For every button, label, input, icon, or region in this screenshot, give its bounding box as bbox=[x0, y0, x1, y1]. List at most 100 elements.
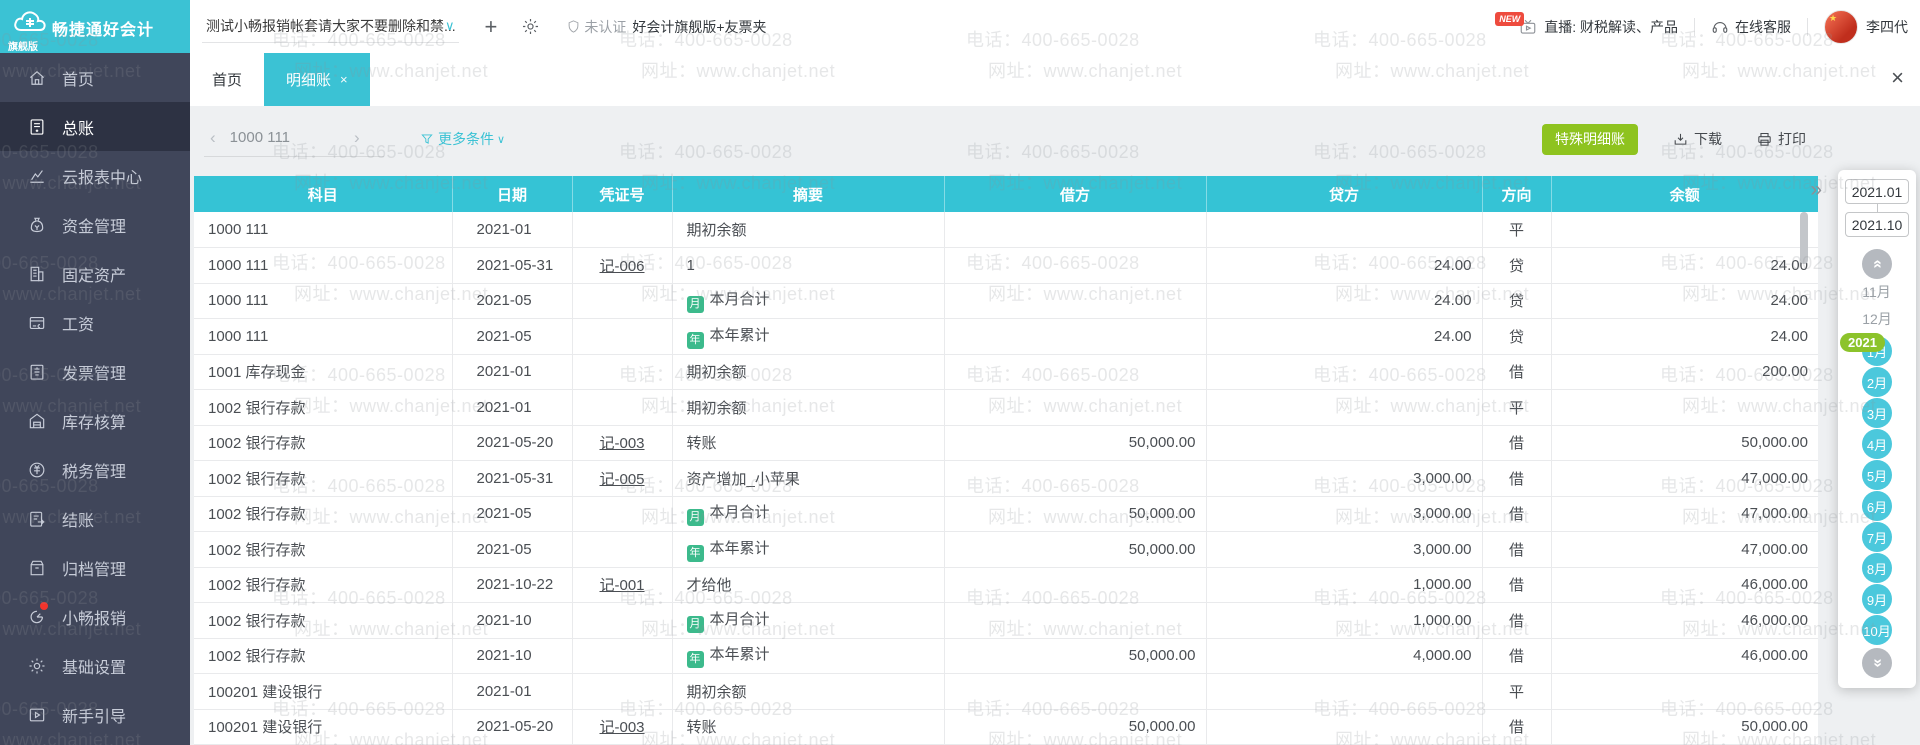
tab-detail-ledger[interactable]: 明细账 × bbox=[264, 53, 370, 106]
detail-ledger-table: 科目 日期 凭证号 摘要 借方 贷方 方向 余额 1000 111 2021-01 期初余额平 10… bbox=[194, 176, 1818, 745]
year-calendar-icon: 年 bbox=[686, 331, 704, 349]
general-ledger-icon bbox=[26, 116, 48, 138]
direction-cell: 平 bbox=[1482, 389, 1552, 426]
live-broadcast-link[interactable]: 直播: 财税解读、产品 bbox=[1518, 17, 1678, 37]
date-cell: 2021-05 bbox=[452, 496, 573, 532]
month-circle-5月[interactable]: 5月 bbox=[1862, 460, 1892, 490]
voucher-link[interactable]: 记-006 bbox=[572, 247, 673, 284]
live-label: 直播: 财税解读、产品 bbox=[1544, 18, 1678, 35]
table-row: 1002 银行存款 2021-01 期初余额 平 bbox=[194, 389, 1818, 426]
notification-dot bbox=[40, 602, 48, 610]
direction-cell: 借 bbox=[1482, 425, 1552, 461]
sidebar-item-archive[interactable]: 归档管理 bbox=[0, 543, 190, 592]
voucher-link[interactable]: 记-005 bbox=[572, 460, 673, 497]
app-logo: 畅捷通好会计 旗舰版 bbox=[0, 0, 190, 53]
closing-icon bbox=[26, 508, 48, 530]
balance-cell: 47,000.00 bbox=[1551, 460, 1818, 497]
year-calendar-icon: 年 bbox=[686, 544, 704, 562]
month-circle-8月[interactable]: 8月 bbox=[1862, 553, 1892, 583]
voucher-link bbox=[572, 496, 673, 532]
subject-pager: ‹ 1000 111 › bbox=[204, 122, 384, 157]
settings-gear-icon[interactable] bbox=[521, 17, 540, 36]
avatar[interactable] bbox=[1824, 9, 1858, 44]
period-from-input[interactable]: 2021.01 bbox=[1845, 179, 1909, 204]
voucher-link[interactable]: 记-001 bbox=[572, 567, 673, 603]
sidebar-item-reimburse[interactable]: 小畅报销 bbox=[0, 592, 190, 641]
prev-year-month[interactable]: 11月 bbox=[1862, 284, 1891, 300]
tab-home[interactable]: 首页 bbox=[190, 53, 264, 106]
sidebar-item-salary[interactable]: 工资 bbox=[0, 298, 190, 347]
sidebar-item-closing[interactable]: 结账 bbox=[0, 494, 190, 543]
special-ledger-button[interactable]: 特殊明细账 bbox=[1542, 123, 1638, 155]
prev-subject-icon[interactable]: ‹ bbox=[210, 127, 216, 147]
subject-cell: 1000 111 bbox=[194, 318, 453, 355]
voucher-link[interactable]: 记-003 bbox=[572, 709, 673, 745]
more-filters-button[interactable]: 更多条件 ∨ bbox=[420, 129, 505, 149]
table-row: 1001 库存现金 2021-01 期初余额 借 200.00 bbox=[194, 354, 1818, 390]
credit-cell: 24.00 bbox=[1206, 283, 1483, 319]
direction-cell: 贷 bbox=[1482, 318, 1552, 355]
sidebar-item-invoice[interactable]: 发票管理 bbox=[0, 347, 190, 396]
collapse-panel-icon[interactable]: » bbox=[1810, 178, 1822, 201]
sidebar-item-inventory[interactable]: 库存核算 bbox=[0, 396, 190, 445]
scroll-months-up-icon[interactable]: » bbox=[1862, 249, 1892, 279]
close-all-icon[interactable]: × bbox=[1891, 65, 1904, 90]
debit-cell bbox=[944, 567, 1207, 603]
month-circle-10月[interactable]: 10月 bbox=[1862, 615, 1892, 645]
sidebar-item-fixed-assets[interactable]: 固定资产 bbox=[0, 249, 190, 298]
account-set-selector[interactable]: 测试小畅报销帐套请大家不要删除和禁... ∨ bbox=[202, 10, 459, 43]
debit-cell bbox=[944, 247, 1207, 284]
month-circle-4月[interactable]: 4月 bbox=[1862, 429, 1892, 459]
table-row: 1000 111 2021-05 月本月合计 24.00 贷 24.00 bbox=[194, 283, 1818, 319]
sidebar-item-general-ledger[interactable]: 总账 bbox=[0, 102, 190, 151]
add-account-set-button[interactable]: + bbox=[484, 13, 498, 39]
month-circle-3月[interactable]: 3月 bbox=[1862, 398, 1892, 428]
sidebar-item-guide[interactable]: 新手引导 bbox=[0, 690, 190, 739]
sidebar-item-label: 工资 bbox=[62, 316, 95, 334]
month-circle-6月[interactable]: 6月 bbox=[1862, 491, 1892, 521]
month-circle-7月[interactable]: 7月 bbox=[1862, 522, 1892, 552]
column-header: 余额 bbox=[1551, 176, 1818, 212]
online-support-link[interactable]: 在线客服 bbox=[1711, 17, 1791, 37]
voucher-link bbox=[572, 318, 673, 355]
credit-cell: 1,000.00 bbox=[1206, 567, 1483, 603]
sidebar-item-home[interactable]: 首页 bbox=[0, 53, 190, 102]
period-to-input[interactable]: 2021.10 bbox=[1845, 212, 1909, 237]
voucher-link[interactable]: 记-003 bbox=[572, 425, 673, 461]
subject-cell: 1002 银行存款 bbox=[194, 460, 453, 497]
sidebar-item-label: 结账 bbox=[62, 512, 95, 530]
table-row: 1002 银行存款 2021-05-20 记-003 转账 50,000.00 借 50,0… bbox=[194, 425, 1818, 461]
sidebar-item-settings[interactable]: 基础设置 bbox=[0, 641, 190, 690]
voucher-link bbox=[572, 354, 673, 390]
table-row: 1002 银行存款 2021-10 月本月合计 1,000.00 借 46,000.00 bbox=[194, 602, 1818, 639]
year-badge[interactable]: 2021 bbox=[1840, 333, 1885, 352]
prev-year-month[interactable]: 12月 bbox=[1862, 311, 1892, 327]
balance-cell bbox=[1551, 389, 1818, 426]
scroll-months-down-icon[interactable]: » bbox=[1862, 648, 1892, 678]
sidebar-item-cloud-reports[interactable]: 云报表中心 bbox=[0, 151, 190, 200]
subject-cell: 1000 111 bbox=[194, 212, 453, 248]
tax-icon bbox=[26, 459, 48, 481]
sidebar-item-tax[interactable]: 税务管理 bbox=[0, 445, 190, 494]
print-button[interactable]: 打印 bbox=[1756, 129, 1806, 149]
certification-status[interactable]: 未认证 好会计旗舰版+友票夹 bbox=[566, 17, 767, 37]
vertical-scrollbar[interactable] bbox=[1800, 212, 1808, 264]
tab-close-icon[interactable]: × bbox=[340, 72, 348, 87]
username[interactable]: 李四代 bbox=[1866, 18, 1908, 35]
direction-cell: 平 bbox=[1482, 212, 1552, 248]
month-circle-2月[interactable]: 2月 bbox=[1862, 367, 1892, 397]
summary-cell: 才给他 bbox=[672, 567, 945, 603]
table-row: 100201 建设银行 2021-05-20 记-003 转账 50,000.00 借 50… bbox=[194, 709, 1818, 745]
month-circle-9月[interactable]: 9月 bbox=[1862, 584, 1892, 614]
column-header: 摘要 bbox=[672, 176, 945, 212]
debit-cell bbox=[944, 283, 1207, 319]
subject-cell: 1002 银行存款 bbox=[194, 425, 453, 461]
credit-cell bbox=[1206, 212, 1483, 248]
sidebar-item-funds[interactable]: 资金管理 bbox=[0, 200, 190, 249]
balance-cell: 24.00 bbox=[1551, 318, 1818, 355]
download-button[interactable]: 下载 bbox=[1672, 129, 1722, 149]
next-subject-icon[interactable]: › bbox=[354, 127, 360, 147]
debit-cell bbox=[944, 602, 1207, 639]
subject-cell: 1000 111 bbox=[194, 283, 453, 319]
date-cell: 2021-10-22 bbox=[452, 567, 573, 603]
